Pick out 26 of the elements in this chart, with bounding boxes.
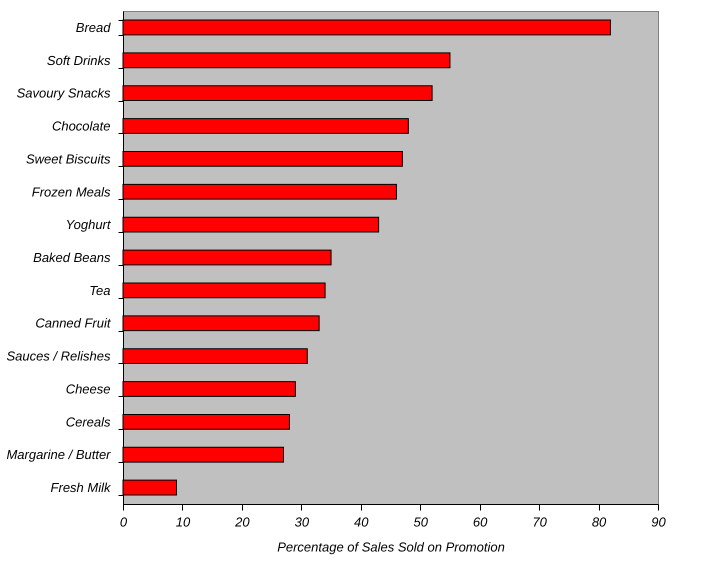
x-tick-label: 70 <box>532 514 548 530</box>
y-tick-label: Sauces / Relishes <box>6 348 111 364</box>
y-tick-label: Canned Fruit <box>35 316 112 331</box>
x-tick-label: 50 <box>413 514 429 530</box>
y-tick-label: Soft Drinks <box>46 52 111 68</box>
x-tick-label: 30 <box>294 514 310 530</box>
x-tick-label: 40 <box>354 514 370 530</box>
x-tick-label: 20 <box>234 514 250 530</box>
x-tick-label: 0 <box>120 514 128 530</box>
y-tick-label: Savoury Snacks <box>16 86 111 101</box>
y-tick-label: Cereals <box>66 414 111 430</box>
y-tick-label: Bread <box>76 20 112 35</box>
x-axis-title: Percentage of Sales Sold on Promotion <box>277 540 505 554</box>
y-tick-label: Cheese <box>66 381 110 396</box>
y-tick-label: Baked Beans <box>33 250 111 265</box>
x-tick-label: 60 <box>472 514 488 530</box>
y-tick-label: Frozen Meals <box>32 184 111 200</box>
x-tick-label: 80 <box>592 514 608 530</box>
y-tick-label: Chocolate <box>52 118 110 134</box>
y-tick-label: Fresh Milk <box>50 480 112 496</box>
y-tick-label: Tea <box>89 282 110 298</box>
y-tick-label: Yoghurt <box>66 217 112 232</box>
x-tick-label: 10 <box>176 514 191 530</box>
x-tick-label: 90 <box>651 514 666 530</box>
y-tick-label: Sweet Biscuits <box>26 151 111 166</box>
y-tick-label: Margarine / Butter <box>6 447 112 462</box>
